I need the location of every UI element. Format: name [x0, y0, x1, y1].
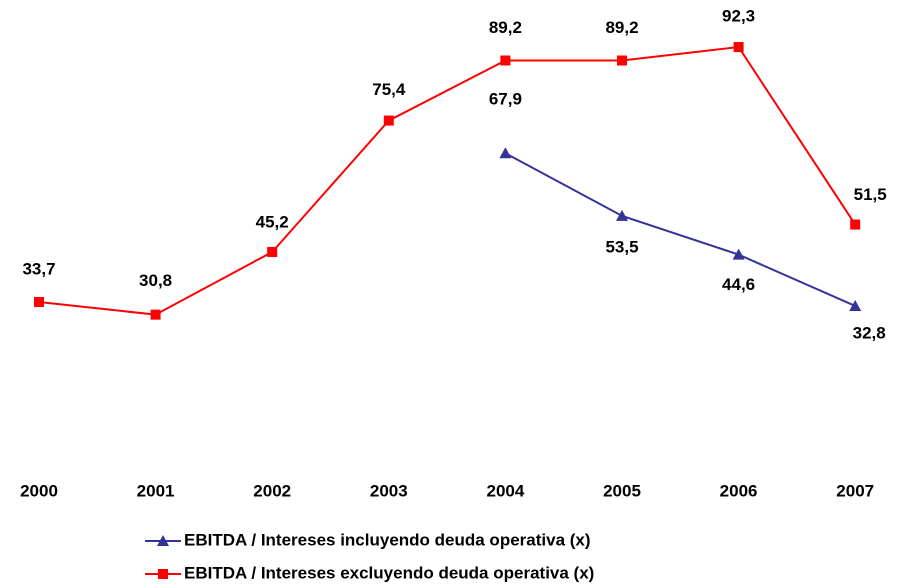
- marker: [849, 299, 862, 311]
- marker: [732, 248, 745, 260]
- data-label: 53,5: [605, 237, 638, 256]
- data-label: 51,5: [854, 185, 887, 204]
- marker: [157, 535, 169, 546]
- x-tick-label: 2002: [253, 481, 291, 500]
- marker: [617, 55, 627, 66]
- legend-label: EBITDA / Intereses excluyendo deuda oper…: [184, 563, 594, 582]
- legend-label: EBITDA / Intereses incluyendo deuda oper…: [184, 530, 591, 549]
- x-tick-label: 2001: [137, 481, 175, 500]
- data-label: 75,4: [372, 80, 406, 99]
- x-tick-label: 2003: [370, 481, 408, 500]
- data-label: 89,2: [489, 18, 522, 37]
- marker: [158, 569, 168, 579]
- x-tick-label: 2000: [20, 481, 58, 500]
- marker: [267, 246, 278, 257]
- marker: [150, 309, 161, 320]
- x-tick-label: 2007: [836, 481, 874, 500]
- marker: [499, 147, 512, 159]
- line: [38, 45, 857, 316]
- data-label: 45,2: [256, 212, 289, 231]
- marker: [850, 219, 861, 230]
- data-label: 92,3: [722, 6, 755, 25]
- data-label: 67,9: [489, 90, 522, 109]
- data-label: 89,2: [605, 18, 638, 37]
- marker: [733, 42, 744, 53]
- marker: [500, 55, 511, 66]
- data-label: 33,7: [22, 260, 55, 279]
- x-tick-label: 2006: [720, 481, 758, 500]
- x-tick-label: 2005: [603, 481, 641, 500]
- x-tick-label: 2004: [486, 481, 524, 500]
- data-label: 30,8: [139, 271, 172, 290]
- data-label: 32,8: [853, 323, 886, 342]
- marker: [616, 209, 628, 221]
- marker: [34, 297, 44, 308]
- data-label: 44,6: [722, 275, 755, 294]
- marker: [383, 115, 394, 126]
- line: [504, 152, 856, 307]
